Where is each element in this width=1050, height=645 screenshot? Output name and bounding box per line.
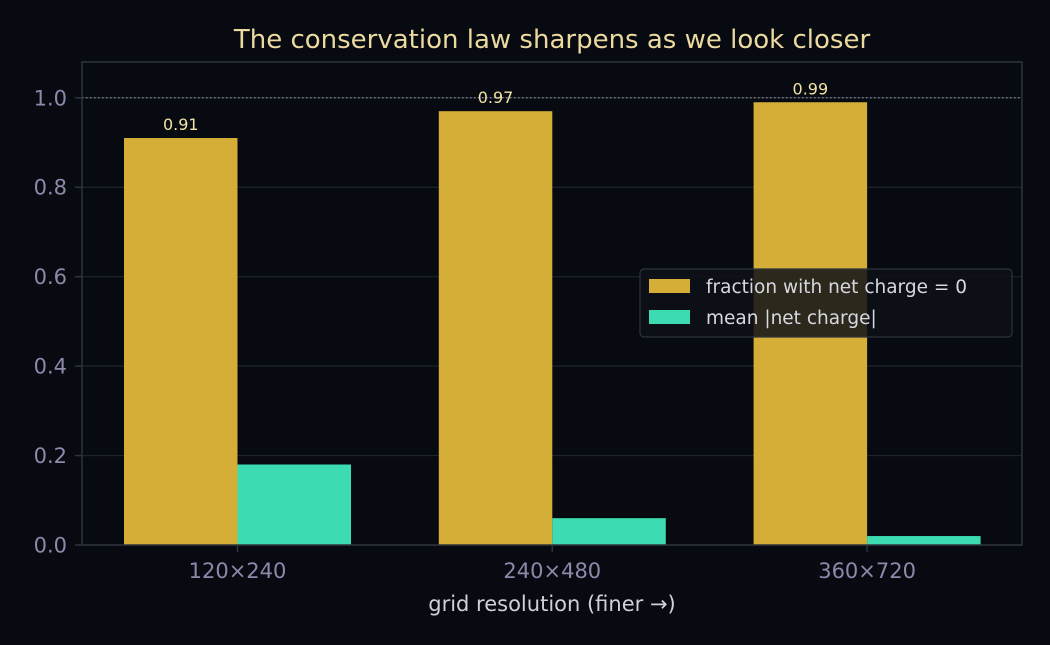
y-axis: 0.0 0.2 0.4 0.6 0.8 1.0 [34, 86, 82, 558]
x-axis: 120×240 240×480 360×720 [189, 545, 916, 583]
x-axis-label: grid resolution (finer →) [428, 592, 675, 616]
y-tick-label: 0.2 [34, 444, 67, 468]
bar-fraction [438, 111, 553, 545]
bar-value-label: 0.91 [163, 115, 199, 134]
bar-fraction [124, 138, 238, 545]
legend-swatch-mean [649, 310, 690, 324]
y-tick-label: 1.0 [34, 86, 67, 110]
legend-box [639, 268, 1013, 338]
x-tick-label: 360×720 [818, 559, 916, 583]
legend: fraction with net charge = 0 mean |net c… [639, 268, 1013, 338]
bar-value-label: 0.99 [793, 79, 829, 98]
bar-mean [552, 518, 666, 545]
y-tick-label: 0.0 [34, 534, 67, 558]
bars [124, 102, 981, 545]
bar-mean [867, 536, 981, 545]
data-labels: 0.91 0.97 0.99 [163, 79, 828, 134]
x-tick-label: 240×480 [503, 559, 601, 583]
legend-swatch-fraction [649, 279, 690, 293]
bar-value-label: 0.97 [478, 88, 514, 107]
y-tick-label: 0.6 [34, 265, 67, 289]
y-tick-label: 0.8 [34, 176, 67, 200]
x-tick-label: 120×240 [189, 559, 287, 583]
chart-title: The conservation law sharpens as we look… [233, 25, 871, 55]
y-tick-label: 0.4 [34, 355, 67, 379]
bar-mean [237, 464, 351, 545]
legend-label-fraction: fraction with net charge = 0 [706, 277, 967, 298]
legend-label-mean: mean |net charge| [706, 308, 877, 329]
